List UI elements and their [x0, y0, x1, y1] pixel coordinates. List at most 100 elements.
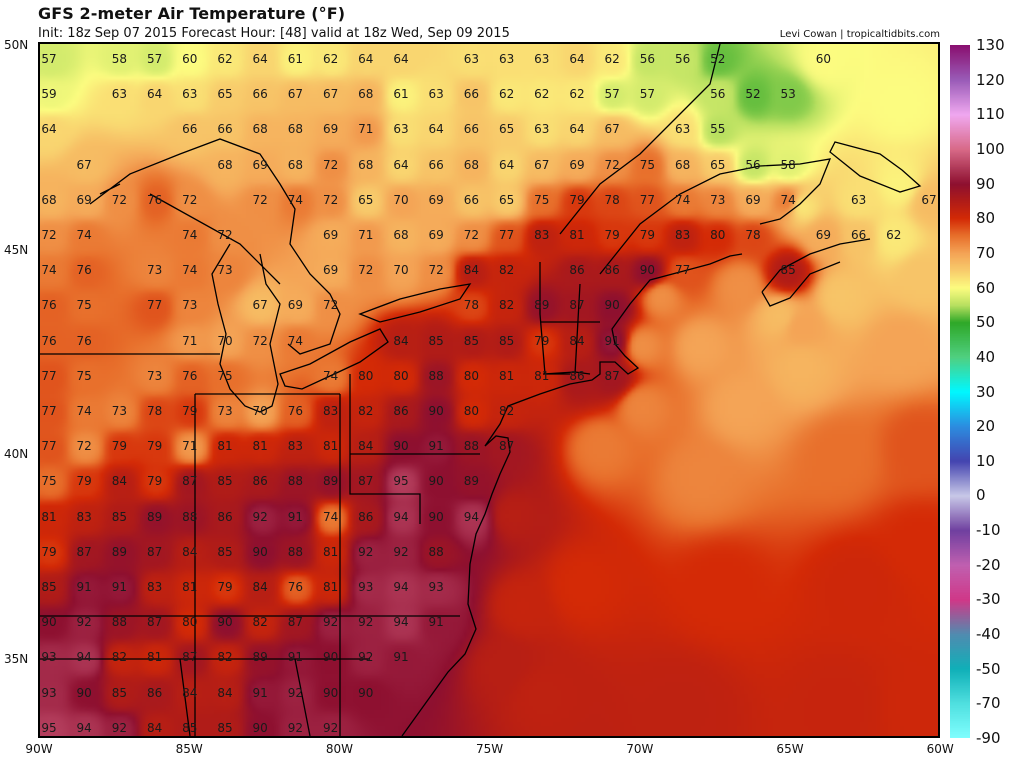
- temperature-label: 88: [463, 439, 480, 454]
- temperature-label: 56: [710, 87, 726, 102]
- temperature-label: 77: [41, 368, 57, 383]
- temperature-label: 52: [710, 52, 726, 66]
- temperature-label: 64: [146, 87, 163, 102]
- temperature-label: 68: [674, 157, 691, 172]
- temperature-label: 79: [41, 544, 57, 559]
- temperature-label: 71: [358, 122, 374, 137]
- temperature-label: 72: [358, 263, 374, 278]
- temperature-label: 64: [498, 157, 515, 172]
- temperature-label: 80: [463, 368, 480, 383]
- temperature-label: 81: [217, 439, 233, 454]
- temperature-label: 80: [182, 615, 198, 630]
- temperature-label: 93: [41, 685, 57, 700]
- temperature-label: 57: [146, 52, 163, 66]
- temperature-label: 80: [393, 368, 409, 383]
- temperature-label: 79: [146, 439, 163, 454]
- temperature-label: 70: [252, 404, 268, 418]
- temperature-label: 75: [534, 192, 550, 207]
- temperature-label: 68: [287, 157, 304, 172]
- colorbar-tick-label: 110: [976, 105, 1005, 124]
- temperature-label: 74: [182, 228, 198, 242]
- lake-michigan: [211, 243, 281, 413]
- temperature-label: 74: [322, 368, 339, 383]
- temperature-label: 72: [252, 192, 268, 207]
- temperature-label: 85: [428, 333, 444, 348]
- temperature-label: 82: [217, 650, 233, 665]
- temperature-label: 73: [710, 192, 726, 207]
- temperature-label: 75: [217, 368, 233, 383]
- temperature-label: 74: [287, 192, 304, 207]
- temperature-label: 71: [182, 439, 198, 454]
- temperature-label: 74: [322, 509, 339, 524]
- temperature-label: 57: [604, 87, 620, 102]
- temperature-label: 66: [428, 157, 444, 172]
- temperature-label: 91: [393, 650, 409, 665]
- temperature-label: 85: [498, 333, 515, 348]
- temperature-label: 76: [182, 368, 198, 383]
- temperature-label: 92: [322, 720, 339, 735]
- temperature-label: 53: [780, 87, 796, 102]
- temperature-label: 81: [322, 580, 339, 594]
- temperature-label: 66: [463, 192, 480, 207]
- temperature-label: 87: [569, 298, 585, 313]
- temperature-label: 74: [41, 263, 57, 278]
- temperature-label: 52: [745, 87, 761, 102]
- temperature-label: 86: [569, 368, 585, 383]
- temperature-label: 79: [639, 228, 656, 242]
- temperature-label: 85: [217, 474, 233, 489]
- temperature-label: 72: [182, 192, 198, 207]
- temperature-label: 81: [569, 228, 585, 242]
- boundaries-overlay: [40, 44, 922, 736]
- colorbar-tick-label: 30: [976, 382, 996, 401]
- temperature-label: 70: [393, 192, 409, 207]
- temperature-label: 56: [745, 157, 761, 172]
- colorbar-tick-label: 40: [976, 347, 996, 366]
- temperature-label: 84: [146, 720, 163, 735]
- temperature-label: 83: [674, 228, 691, 242]
- temperature-label: 79: [217, 580, 233, 594]
- temperature-label: 63: [428, 87, 444, 102]
- temperature-label: 69: [745, 192, 761, 207]
- anticosti-island: [829, 141, 922, 193]
- temperature-label: 87: [604, 368, 620, 383]
- colorbar-tick-label: 120: [976, 70, 1005, 89]
- temperature-label: 89: [146, 509, 163, 524]
- temperature-label: 94: [393, 615, 409, 630]
- temperature-label: 89: [252, 650, 268, 665]
- temperature-label: 90: [252, 720, 268, 735]
- latitude-label: 45N: [4, 242, 29, 257]
- temperature-label: 85: [780, 263, 796, 278]
- nova-scotia-coast: [761, 238, 871, 307]
- temperature-label: 86: [217, 509, 233, 524]
- temperature-label: 69: [815, 228, 832, 242]
- temperature-label: 92: [287, 720, 304, 735]
- temperature-label: 82: [498, 404, 515, 418]
- temperature-label: 84: [358, 439, 374, 454]
- temperature-label: 68: [252, 122, 268, 137]
- temperature-label: 68: [358, 87, 374, 102]
- temperature-label: 63: [463, 52, 480, 66]
- longitude-label: 65W: [776, 742, 804, 756]
- temperature-label: 68: [287, 122, 304, 137]
- temperature-label: 74: [76, 228, 92, 242]
- temperature-label: 95: [393, 474, 409, 489]
- temperature-label: 62: [569, 87, 585, 102]
- temperature-label: 75: [41, 474, 57, 489]
- temperature-label: 57: [41, 52, 57, 66]
- temperature-label: 62: [322, 52, 339, 66]
- latitude-label: 40N: [4, 447, 29, 461]
- temperature-label: 75: [76, 368, 92, 383]
- temperature-label: 55: [710, 122, 726, 137]
- temperature-label: 82: [111, 650, 128, 665]
- temperature-label: 64: [41, 122, 57, 137]
- colorbar-tick-label: -50: [976, 659, 1001, 678]
- temperature-label: 84: [182, 685, 198, 700]
- temperature-label: 87: [182, 650, 198, 665]
- temperature-label: 69: [428, 192, 444, 207]
- temperature-label: 90: [252, 544, 268, 559]
- temperature-label: 84: [182, 544, 198, 559]
- credit: Levi Cowan | tropicaltidbits.com: [779, 29, 940, 40]
- temperature-label: 91: [604, 333, 620, 348]
- temperature-label: 79: [569, 192, 585, 207]
- latitude-label: 35N: [4, 651, 29, 666]
